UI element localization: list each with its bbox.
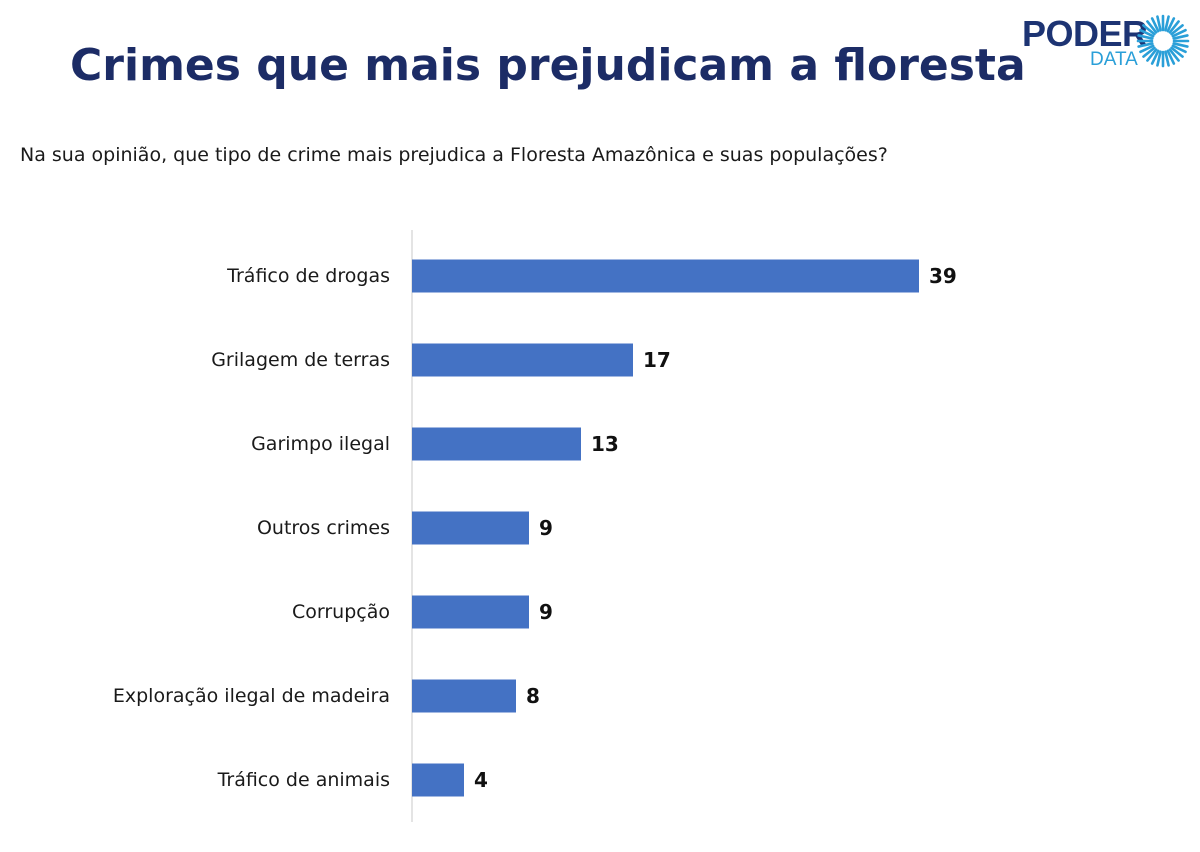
bar <box>412 511 529 545</box>
survey-question: Na sua opinião, que tipo de crime mais p… <box>20 144 888 166</box>
sunburst-ray <box>1137 34 1154 40</box>
sunburst-ray <box>1172 34 1189 40</box>
sunburst-ray <box>1156 50 1162 67</box>
sunburst-ray <box>1137 42 1154 48</box>
sunburst-ray <box>1170 24 1184 36</box>
logo-subwordmark: DATA <box>1090 49 1138 70</box>
value-label: 9 <box>539 516 553 540</box>
sunburst-ray <box>1172 42 1189 48</box>
bar <box>412 343 633 377</box>
sunburst-ray <box>1156 15 1162 32</box>
category-label: Corrupção <box>292 601 390 623</box>
sunburst-ray <box>1171 28 1187 38</box>
value-label: 17 <box>643 348 671 372</box>
sunburst-ray <box>1139 44 1155 54</box>
value-label: 13 <box>591 432 619 456</box>
category-label: Tráfico de animais <box>217 769 390 791</box>
category-label: Exploração ilegal de madeira <box>113 685 390 707</box>
sunburst-ray <box>1164 15 1170 32</box>
bar <box>412 679 516 713</box>
sunburst-ray <box>1146 20 1158 34</box>
value-label: 8 <box>526 684 540 708</box>
bar <box>412 259 919 293</box>
sunburst-ray <box>1168 20 1180 34</box>
sunburst-ray <box>1142 24 1156 36</box>
bars-group: Tráfico de drogas 39 Grilagem de terras 17 G… <box>113 259 957 797</box>
category-label: Garimpo ilegal <box>251 433 390 455</box>
sunburst-icon <box>1136 14 1190 68</box>
sunburst-ray <box>1150 49 1160 65</box>
bar <box>412 427 581 461</box>
value-label: 4 <box>474 768 488 792</box>
sunburst-ray <box>1166 49 1176 65</box>
sunburst-ray <box>1142 46 1156 58</box>
chart-title: Crimes que mais prejudicam a floresta <box>70 40 1026 91</box>
sunburst-ray <box>1170 46 1184 58</box>
category-label: Tráfico de drogas <box>226 265 390 287</box>
sunburst-ray <box>1168 48 1180 62</box>
poderdata-logo: PODER DATA <box>1020 10 1190 74</box>
value-label: 9 <box>539 600 553 624</box>
sunburst-ray <box>1166 17 1176 33</box>
category-label: Grilagem de terras <box>211 349 390 371</box>
sunburst-ray <box>1146 48 1158 62</box>
logo-wordmark: PODER <box>1022 13 1148 54</box>
category-label: Outros crimes <box>257 517 390 539</box>
sunburst-ray <box>1139 28 1155 38</box>
sunburst-ray <box>1171 44 1187 54</box>
sunburst-ray <box>1150 17 1160 33</box>
value-label: 39 <box>929 264 957 288</box>
bar <box>412 595 529 629</box>
bar <box>412 763 464 797</box>
sunburst-ray <box>1164 50 1170 67</box>
